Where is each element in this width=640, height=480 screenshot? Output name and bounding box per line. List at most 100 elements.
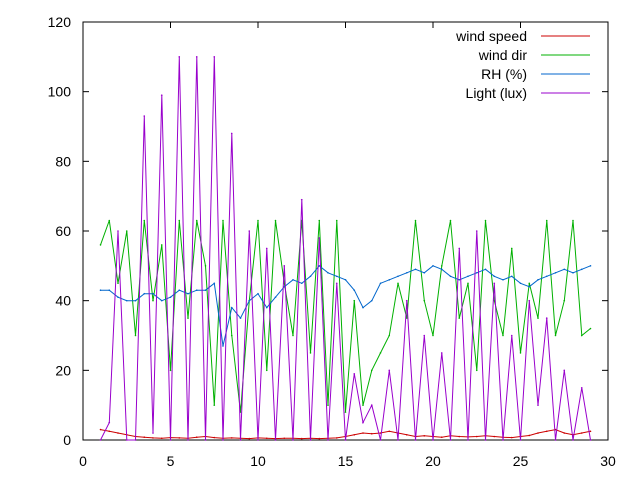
data-point bbox=[528, 282, 531, 285]
data-point bbox=[327, 439, 329, 441]
data-point bbox=[195, 436, 198, 439]
data-point bbox=[353, 433, 356, 436]
data-point bbox=[327, 272, 329, 274]
data-point bbox=[283, 285, 286, 288]
series-layer bbox=[99, 56, 592, 441]
data-point bbox=[370, 432, 373, 435]
data-point bbox=[143, 219, 146, 222]
data-point bbox=[467, 275, 469, 278]
y-tick-label: 80 bbox=[55, 153, 71, 169]
data-point bbox=[379, 439, 382, 441]
data-point bbox=[265, 369, 268, 372]
data-point bbox=[545, 275, 548, 278]
data-point bbox=[388, 334, 391, 337]
data-point bbox=[327, 404, 329, 406]
data-point bbox=[510, 275, 513, 278]
data-point bbox=[440, 436, 443, 439]
data-point bbox=[230, 306, 233, 309]
data-point bbox=[589, 327, 592, 330]
data-point bbox=[178, 56, 181, 58]
data-point bbox=[204, 439, 207, 441]
data-point bbox=[432, 334, 434, 337]
data-point bbox=[528, 299, 531, 302]
data-point bbox=[117, 296, 119, 298]
data-point bbox=[353, 373, 356, 375]
data-point bbox=[222, 345, 224, 347]
data-point bbox=[134, 299, 137, 302]
data-point bbox=[554, 439, 557, 441]
data-point bbox=[213, 404, 216, 406]
data-point bbox=[187, 292, 189, 295]
data-point bbox=[134, 334, 137, 337]
y-tick-label: 20 bbox=[55, 362, 71, 378]
data-point bbox=[195, 56, 198, 58]
data-point bbox=[274, 296, 277, 298]
data-point bbox=[563, 369, 566, 372]
data-point bbox=[440, 352, 443, 354]
data-point bbox=[99, 439, 102, 441]
x-tick-label: 10 bbox=[250, 453, 266, 469]
data-point bbox=[475, 272, 478, 274]
data-point bbox=[309, 275, 312, 278]
data-point bbox=[589, 430, 592, 433]
data-point bbox=[537, 404, 539, 406]
data-point bbox=[423, 272, 426, 274]
data-point bbox=[554, 334, 557, 337]
y-tick-label: 60 bbox=[55, 223, 71, 239]
data-point bbox=[160, 437, 163, 440]
data-point bbox=[502, 278, 504, 281]
data-point bbox=[169, 439, 172, 441]
y-tick-label: 120 bbox=[48, 14, 72, 30]
data-point bbox=[528, 285, 531, 288]
data-point bbox=[230, 132, 233, 135]
data-point bbox=[239, 317, 242, 319]
data-point bbox=[388, 430, 391, 433]
data-point bbox=[178, 437, 181, 439]
data-point bbox=[510, 436, 513, 439]
legend-label: wind speed bbox=[455, 28, 527, 44]
data-point bbox=[467, 282, 469, 285]
data-point bbox=[519, 352, 522, 354]
data-point bbox=[362, 421, 364, 424]
data-point bbox=[99, 428, 102, 431]
data-point bbox=[117, 282, 119, 285]
data-point bbox=[502, 439, 504, 441]
data-point bbox=[405, 299, 408, 302]
data-point bbox=[493, 275, 496, 278]
data-point bbox=[528, 434, 531, 437]
data-point bbox=[160, 94, 163, 96]
data-point bbox=[572, 439, 574, 441]
data-point bbox=[265, 437, 268, 440]
data-point bbox=[458, 247, 461, 250]
data-point bbox=[545, 317, 548, 319]
data-point bbox=[537, 317, 539, 319]
data-point bbox=[134, 439, 137, 441]
data-point bbox=[274, 219, 277, 222]
data-point bbox=[169, 296, 172, 298]
data-point bbox=[309, 352, 312, 354]
x-tick-label: 15 bbox=[338, 453, 354, 469]
data-point bbox=[440, 268, 443, 271]
data-point bbox=[572, 219, 574, 222]
series-3 bbox=[99, 56, 592, 441]
data-point bbox=[318, 437, 321, 440]
data-point bbox=[475, 230, 478, 232]
data-point bbox=[204, 289, 207, 292]
data-point bbox=[502, 334, 504, 337]
data-point bbox=[475, 369, 478, 372]
x-tick-label: 0 bbox=[79, 453, 87, 469]
data-point bbox=[248, 437, 251, 440]
data-point bbox=[580, 268, 583, 271]
data-point bbox=[344, 411, 347, 413]
data-point bbox=[423, 299, 426, 302]
data-point bbox=[344, 278, 347, 281]
x-tick-label: 30 bbox=[600, 453, 616, 469]
data-point bbox=[143, 115, 146, 117]
legend-label: wind dir bbox=[478, 47, 528, 63]
data-point bbox=[152, 432, 154, 434]
data-point bbox=[414, 268, 417, 271]
data-point bbox=[292, 334, 294, 337]
data-point bbox=[108, 289, 111, 292]
y-tick-label: 40 bbox=[55, 293, 71, 309]
data-point bbox=[108, 421, 111, 424]
